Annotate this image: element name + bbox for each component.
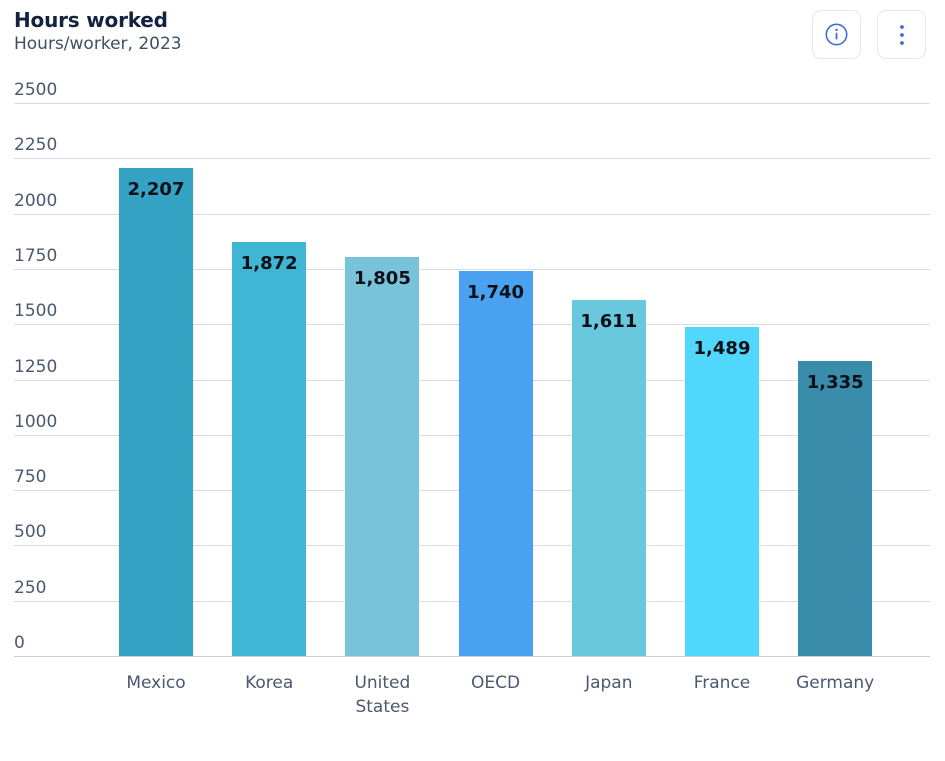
- bar-japan[interactable]: [571, 299, 646, 656]
- x-axis-label: France: [693, 673, 751, 693]
- y-axis-tick-label: 750: [14, 467, 47, 488]
- bar-france[interactable]: [685, 326, 759, 656]
- kebab-menu-icon: [898, 23, 906, 47]
- x-axis-label: Germany: [796, 673, 875, 693]
- x-axis-label: Japan: [585, 673, 633, 693]
- bar-value-label: 1,335: [806, 371, 864, 393]
- bar-value-label: 1,489: [693, 337, 751, 359]
- y-axis-tick-label: 500: [14, 522, 47, 543]
- y-axis-tick-label: 2000: [14, 190, 58, 211]
- bar-value-label: 2,207: [127, 178, 185, 200]
- kebab-menu-button[interactable]: [877, 10, 926, 59]
- bar-value-label: 1,611: [580, 310, 638, 332]
- info-icon: [824, 22, 849, 47]
- bar-mexico[interactable]: [119, 167, 193, 656]
- chart-subtitle: Hours/worker, 2023: [14, 34, 182, 54]
- x-axis-label: OECD: [471, 673, 521, 693]
- bar-value-label: 1,872: [240, 252, 298, 274]
- bar-value-label: 1,805: [353, 267, 411, 289]
- x-axis-baseline: [14, 656, 930, 657]
- y-axis-tick-label: 1500: [14, 301, 58, 322]
- y-axis-tick-label: 1000: [14, 411, 58, 432]
- x-axis-label: Korea: [245, 673, 294, 693]
- x-axis-label: United States: [354, 673, 411, 717]
- y-axis-tick-label: 1250: [14, 356, 58, 377]
- y-axis-tick-label: 1750: [14, 245, 58, 266]
- chart-title: Hours worked: [14, 8, 168, 32]
- gridline: [14, 103, 930, 104]
- gridline: [14, 213, 930, 215]
- gridline: [14, 268, 930, 270]
- bar-united-states[interactable]: [345, 256, 420, 656]
- y-axis-tick-label: 2500: [14, 80, 58, 100]
- gridline: [14, 158, 930, 160]
- bar-germany[interactable]: [798, 360, 873, 656]
- y-axis-tick-label: 0: [14, 633, 25, 653]
- bar-korea[interactable]: [232, 241, 307, 656]
- y-axis-tick-label: 250: [14, 577, 47, 598]
- bar-value-label: 1,740: [467, 282, 525, 304]
- info-button[interactable]: [812, 10, 861, 59]
- y-axis-tick-label: 2250: [14, 135, 58, 156]
- bar-oecd[interactable]: [458, 271, 533, 656]
- x-axis-label: Mexico: [126, 673, 186, 693]
